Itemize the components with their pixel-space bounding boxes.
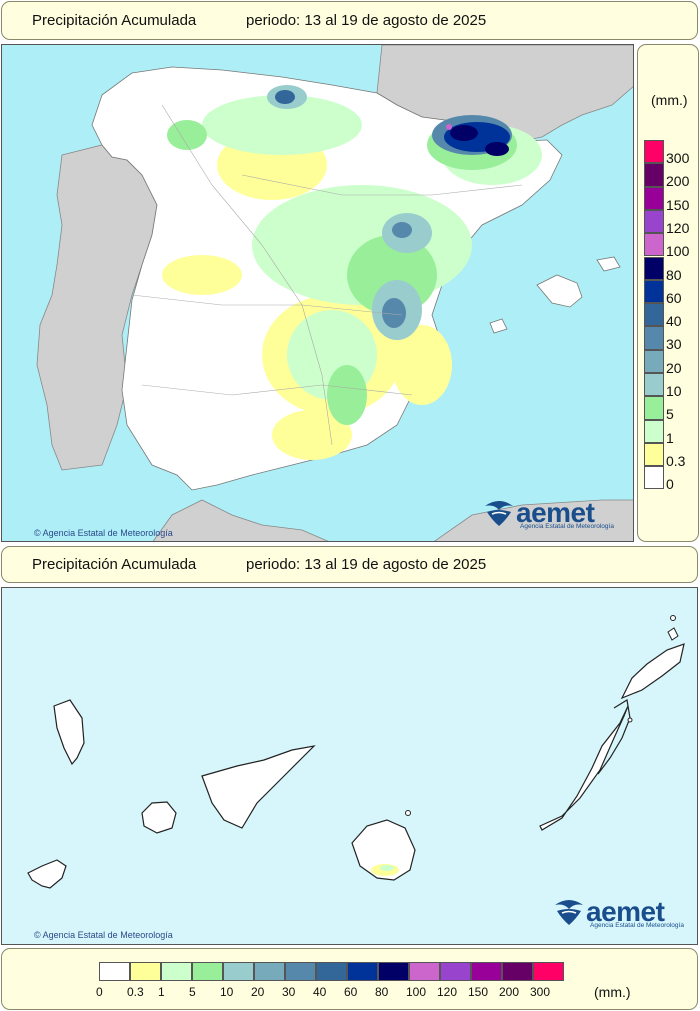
side-legend-swatch (644, 373, 664, 397)
bottom-legend-label: 40 (313, 985, 327, 999)
bottom-legend-swatch (502, 962, 533, 981)
bottom-legend-unit: (mm.) (594, 984, 631, 1000)
side-legend-label: 0.3 (666, 452, 686, 469)
map-title: Precipitación Acumulada (32, 12, 197, 29)
bottom-legend-label: 300 (530, 985, 551, 999)
bottom-legend-swatch (440, 962, 471, 981)
side-legend-label: 5 (666, 406, 674, 423)
side-legend-swatch (644, 396, 664, 420)
side-legend-swatch (644, 466, 664, 490)
side-legend-swatch (644, 303, 664, 327)
bottom-legend-swatch (471, 962, 502, 981)
side-legend-label: 60 (666, 289, 682, 306)
side-legend-label: 1 (666, 429, 674, 446)
bottom-legend-label: 60 (344, 985, 358, 999)
side-legend-label: 150 (666, 196, 690, 213)
bottom-legend-label: 10 (220, 985, 234, 999)
side-legend-unit: (mm.) (651, 92, 688, 108)
bottom-legend-swatch (254, 962, 285, 981)
copyright-canarias: © Agencia Estatal de Meteorología (34, 930, 173, 940)
bottom-legend-swatch (409, 962, 440, 981)
side-legend-label: 120 (666, 219, 690, 236)
canarias-map: © Agencia Estatal de Meteorología aemet … (1, 587, 698, 945)
side-legend-label: 20 (666, 359, 682, 376)
bottom-legend-swatch (192, 962, 223, 981)
map-title-banner: Precipitación Acumulada periodo: 13 al 1… (1, 1, 698, 40)
copyright-peninsula: © Agencia Estatal de Meteorología (34, 528, 173, 538)
side-legend-label: 30 (666, 336, 682, 353)
bottom-legend-label: 100 (406, 985, 427, 999)
side-legend-label: 200 (666, 173, 690, 190)
bottom-legend-label: 150 (468, 985, 489, 999)
canarias-title: Precipitación Acumulada (32, 556, 197, 573)
bottom-legend-swatch (533, 962, 564, 981)
side-legend-label: 0 (666, 476, 674, 493)
side-legend-swatch (644, 442, 664, 467)
side-legend-label: 300 (666, 150, 690, 166)
map-period: periodo: 13 al 19 de agosto de 2025 (246, 12, 487, 29)
bottom-legend-label: 0.3 (127, 985, 144, 999)
aemet-logo-peninsula: aemet Agencia Estatal de Meteorología (482, 495, 622, 531)
bottom-legend-swatch (378, 962, 409, 981)
side-legend-label: 10 (666, 383, 682, 399)
bottom-legend-swatch (223, 962, 254, 981)
bottom-legend-swatch (285, 962, 316, 981)
side-legend-swatch (644, 233, 664, 257)
bottom-legend-label: 5 (189, 985, 196, 999)
side-legend-label: 100 (666, 243, 690, 260)
side-legend-swatch (644, 186, 664, 210)
aemet-logo-canarias: aemet Agencia Estatal de Meteorología (552, 894, 692, 930)
bottom-legend-swatch (161, 962, 192, 981)
bottom-legend-label: 20 (251, 985, 265, 999)
side-legend-label: 80 (666, 266, 682, 283)
canarias-period: periodo: 13 al 19 de agosto de 2025 (246, 556, 487, 573)
side-legend: (mm.) 300 200 150 120 100 80 60 40 30 20 10 5 1 0.3 0 (637, 44, 699, 542)
peninsula-map: © Agencia Estatal de Meteorología aemet … (1, 44, 634, 542)
bottom-legend-label: 1 (158, 985, 165, 999)
side-legend-label: 40 (666, 313, 682, 330)
bottom-legend-label: 200 (499, 985, 520, 999)
bottom-legend-swatch (316, 962, 347, 981)
side-legend-swatch (644, 349, 664, 373)
side-legend-swatch (644, 256, 664, 280)
aemet-logo-icon (555, 900, 583, 925)
side-legend-swatch (644, 163, 664, 187)
bottom-legend-swatch (99, 962, 130, 981)
bottom-legend-label: 0 (96, 985, 103, 999)
aemet-logo-icon (485, 501, 513, 526)
side-legend-swatch (644, 279, 664, 304)
bottom-legend-swatch (130, 962, 161, 981)
bottom-legend-label: 120 (437, 985, 458, 999)
side-legend-swatch (644, 140, 664, 164)
bottom-legend: 0 0.3 1 5 10 20 30 40 60 80 100 120 150 200 300 (mm.) (1, 948, 698, 1010)
canarias-title-banner: Precipitación Acumulada periodo: 13 al 1… (1, 546, 698, 583)
bottom-legend-label: 30 (282, 985, 296, 999)
side-legend-swatch (644, 419, 664, 443)
bottom-legend-label: 80 (375, 985, 389, 999)
bottom-legend-swatch (347, 962, 378, 981)
side-legend-swatch (644, 209, 664, 234)
side-legend-swatch (644, 326, 664, 350)
